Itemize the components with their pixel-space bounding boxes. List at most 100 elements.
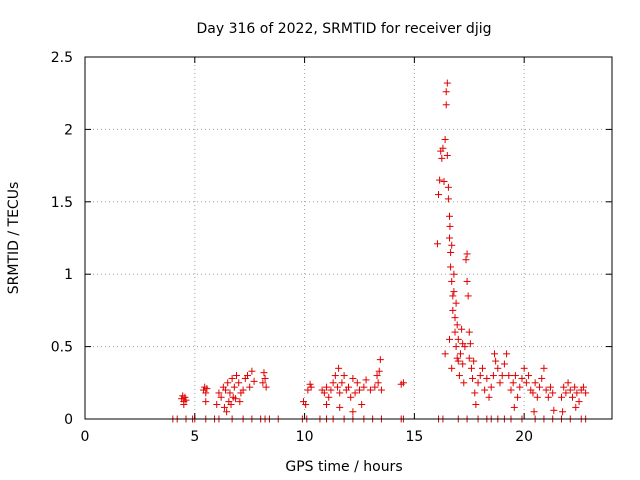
y-tick-label: 1 xyxy=(64,267,73,283)
data-point xyxy=(246,383,254,391)
data-point xyxy=(568,393,576,401)
data-point xyxy=(203,385,211,393)
data-point xyxy=(377,386,385,394)
y-tick-label: 0.5 xyxy=(51,340,73,356)
data-point xyxy=(448,241,456,249)
data-point xyxy=(347,393,355,401)
data-point xyxy=(360,383,368,391)
data-point xyxy=(514,393,522,401)
plot-frame xyxy=(84,56,613,420)
data-point xyxy=(441,136,449,144)
data-point xyxy=(448,364,456,372)
data-point xyxy=(454,357,462,365)
data-point xyxy=(459,360,467,368)
data-point xyxy=(213,401,221,409)
data-point xyxy=(549,389,557,397)
data-point xyxy=(489,372,497,380)
data-point xyxy=(462,256,470,264)
data-point xyxy=(520,364,528,372)
data-point xyxy=(449,306,457,314)
data-point xyxy=(448,277,456,285)
data-point xyxy=(573,389,581,397)
data-point xyxy=(180,401,188,409)
data-point xyxy=(438,154,446,162)
data-point xyxy=(491,350,499,358)
data-point xyxy=(260,369,268,377)
data-point xyxy=(500,360,508,368)
data-point xyxy=(441,350,449,358)
data-point xyxy=(345,383,352,391)
data-point xyxy=(449,292,457,300)
data-point xyxy=(340,372,348,380)
data-point xyxy=(494,364,502,372)
data-point xyxy=(509,379,517,387)
data-point xyxy=(566,386,574,394)
y-tick-label: 1.5 xyxy=(51,195,73,211)
data-point xyxy=(336,403,344,411)
data-point xyxy=(320,389,328,397)
data-point xyxy=(530,408,538,416)
data-point xyxy=(481,386,489,394)
data-point xyxy=(231,395,239,403)
data-point xyxy=(327,386,335,394)
data-point xyxy=(446,335,454,343)
data-point xyxy=(456,350,464,358)
data-point xyxy=(304,386,312,394)
data-point xyxy=(463,250,471,258)
data-point xyxy=(498,372,506,380)
axis-ticks: 0 5 10 15 20 0 0.5 1 1.5 2 2.5 xyxy=(51,50,612,445)
data-point xyxy=(439,144,447,152)
data-point xyxy=(435,191,443,199)
data-point xyxy=(349,374,357,382)
data-point xyxy=(329,379,337,387)
data-point xyxy=(371,383,379,391)
data-point xyxy=(230,383,238,391)
data-point xyxy=(440,178,448,186)
data-point xyxy=(465,328,473,336)
data-point xyxy=(538,374,546,382)
data-point xyxy=(375,367,383,375)
x-tick-label: 20 xyxy=(515,429,533,445)
data-point xyxy=(261,374,269,382)
data-point xyxy=(463,277,471,285)
data-point xyxy=(222,386,230,394)
y-tick-label: 2.5 xyxy=(51,50,73,66)
data-point xyxy=(522,379,530,387)
data-point xyxy=(235,379,243,387)
data-point xyxy=(217,393,225,401)
data-point xyxy=(487,383,495,391)
data-point xyxy=(454,335,462,343)
data-point xyxy=(460,379,468,387)
data-point xyxy=(562,389,570,397)
data-point xyxy=(307,383,315,391)
data-point xyxy=(376,356,384,364)
data-point xyxy=(575,398,583,406)
data-point xyxy=(433,240,441,248)
data-point xyxy=(444,195,452,203)
data-point xyxy=(355,386,363,394)
data-point xyxy=(323,383,331,391)
data-point xyxy=(505,372,513,380)
data-point xyxy=(250,377,258,385)
data-point xyxy=(336,389,344,397)
data-point xyxy=(442,88,450,96)
data-point xyxy=(362,376,370,384)
data-point xyxy=(306,380,314,388)
data-point xyxy=(471,389,479,397)
data-point xyxy=(236,398,244,406)
data-point xyxy=(358,401,366,409)
data-point xyxy=(472,401,480,409)
data-point xyxy=(536,383,544,391)
data-point xyxy=(349,408,357,416)
data-point xyxy=(540,364,548,372)
data-point xyxy=(436,176,444,184)
data-point xyxy=(469,374,477,382)
data-point xyxy=(476,372,484,380)
x-tick-label: 15 xyxy=(405,429,423,445)
data-point xyxy=(351,389,359,397)
data-point xyxy=(444,183,452,191)
data-point xyxy=(224,379,232,387)
x-tick-label: 10 xyxy=(296,429,314,445)
data-point xyxy=(338,379,346,387)
data-point xyxy=(455,372,463,380)
